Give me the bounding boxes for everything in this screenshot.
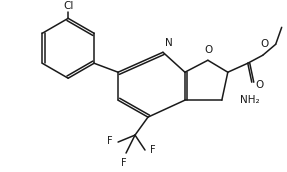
Text: N: N [165,38,173,48]
Text: Cl: Cl [63,1,73,11]
Text: O: O [205,45,213,55]
Text: F: F [150,145,156,155]
Text: O: O [256,80,264,90]
Text: O: O [261,39,269,49]
Text: F: F [107,136,113,146]
Text: NH₂: NH₂ [240,95,259,105]
Text: F: F [121,158,127,168]
